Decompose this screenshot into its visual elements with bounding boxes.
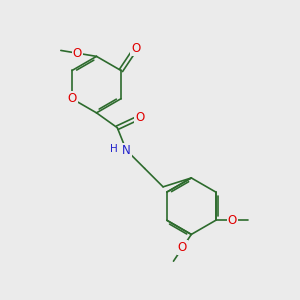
Text: O: O — [135, 111, 144, 124]
Text: N: N — [122, 143, 130, 157]
Text: O: O — [178, 241, 187, 254]
Text: O: O — [73, 47, 82, 60]
Text: H: H — [110, 143, 118, 154]
Text: O: O — [68, 92, 77, 105]
Text: O: O — [227, 214, 237, 227]
Text: O: O — [131, 42, 140, 55]
